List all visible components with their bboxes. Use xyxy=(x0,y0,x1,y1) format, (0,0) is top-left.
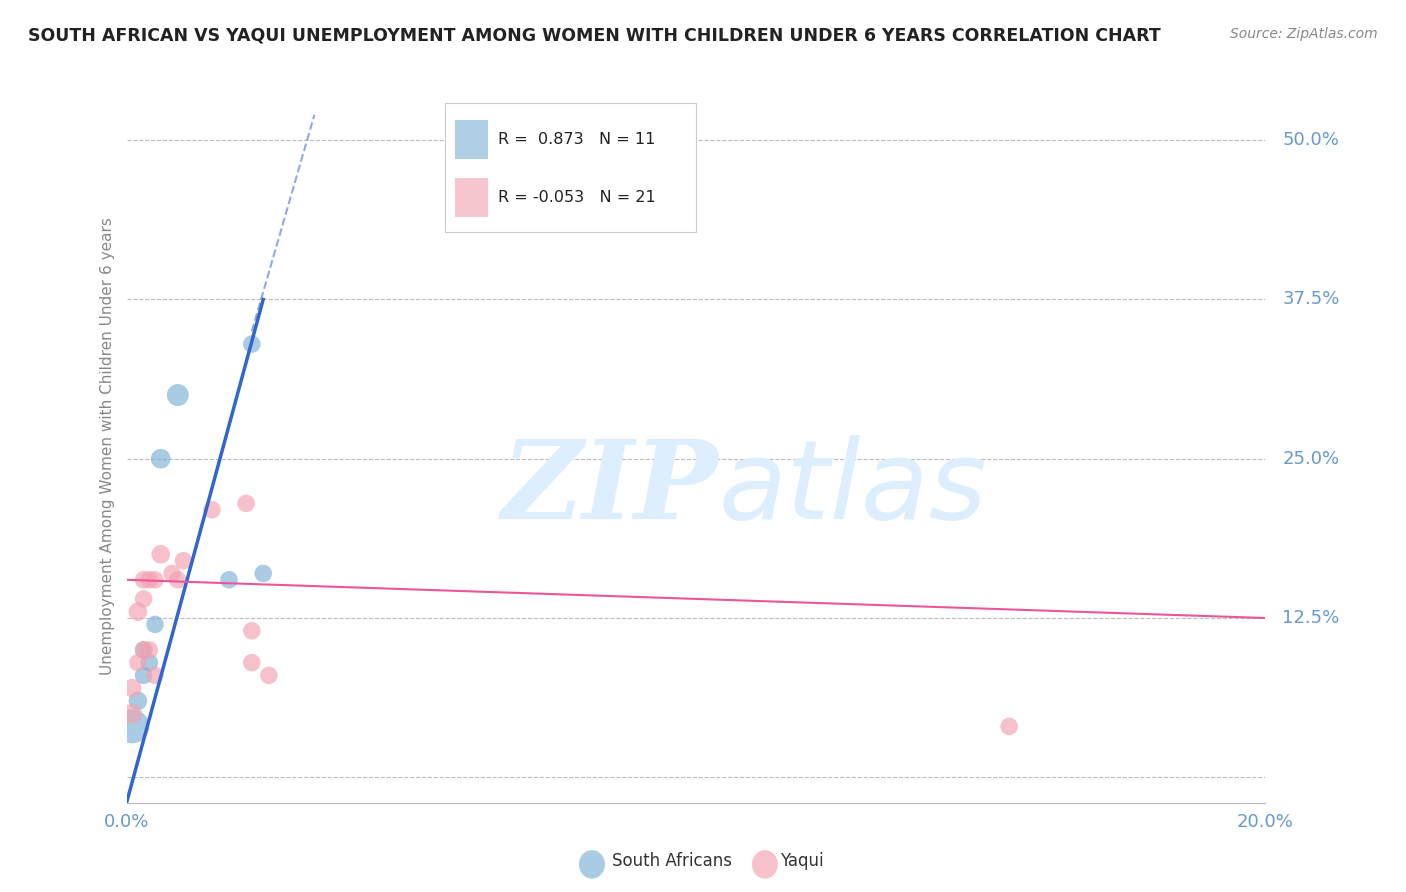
Point xyxy=(143,668,166,682)
Text: South Africans: South Africans xyxy=(612,852,731,870)
Text: 12.5%: 12.5% xyxy=(1282,609,1340,627)
Point xyxy=(218,573,240,587)
Circle shape xyxy=(579,850,605,879)
Point xyxy=(121,719,143,733)
Point xyxy=(257,668,280,682)
Text: SOUTH AFRICAN VS YAQUI UNEMPLOYMENT AMONG WOMEN WITH CHILDREN UNDER 6 YEARS CORR: SOUTH AFRICAN VS YAQUI UNEMPLOYMENT AMON… xyxy=(28,27,1161,45)
Point xyxy=(127,656,149,670)
Point xyxy=(172,554,194,568)
Y-axis label: Unemployment Among Women with Children Under 6 years: Unemployment Among Women with Children U… xyxy=(100,217,115,675)
Point xyxy=(149,451,172,466)
Text: Yaqui: Yaqui xyxy=(780,852,824,870)
Point xyxy=(201,502,224,516)
Text: 50.0%: 50.0% xyxy=(1282,131,1340,149)
Text: atlas: atlas xyxy=(718,435,987,542)
Text: 25.0%: 25.0% xyxy=(1282,450,1340,467)
Point xyxy=(127,605,149,619)
Point xyxy=(138,573,160,587)
Point xyxy=(252,566,274,581)
Point xyxy=(121,706,143,721)
Point xyxy=(132,668,155,682)
Text: 37.5%: 37.5% xyxy=(1282,291,1340,309)
Point xyxy=(127,694,149,708)
Point xyxy=(998,719,1021,733)
Point xyxy=(240,656,263,670)
Circle shape xyxy=(752,850,778,879)
Point xyxy=(132,643,155,657)
Point xyxy=(240,337,263,351)
Point xyxy=(235,496,257,510)
Point xyxy=(160,566,183,581)
Point xyxy=(166,573,188,587)
Point xyxy=(240,624,263,638)
Point xyxy=(149,547,172,561)
Text: Source: ZipAtlas.com: Source: ZipAtlas.com xyxy=(1230,27,1378,41)
Point xyxy=(143,617,166,632)
Point xyxy=(132,573,155,587)
Point xyxy=(138,643,160,657)
Point xyxy=(121,681,143,695)
Text: ZIP: ZIP xyxy=(502,435,718,542)
Point xyxy=(166,388,188,402)
Point xyxy=(132,643,155,657)
Point xyxy=(132,591,155,606)
Point xyxy=(138,656,160,670)
Point xyxy=(143,573,166,587)
